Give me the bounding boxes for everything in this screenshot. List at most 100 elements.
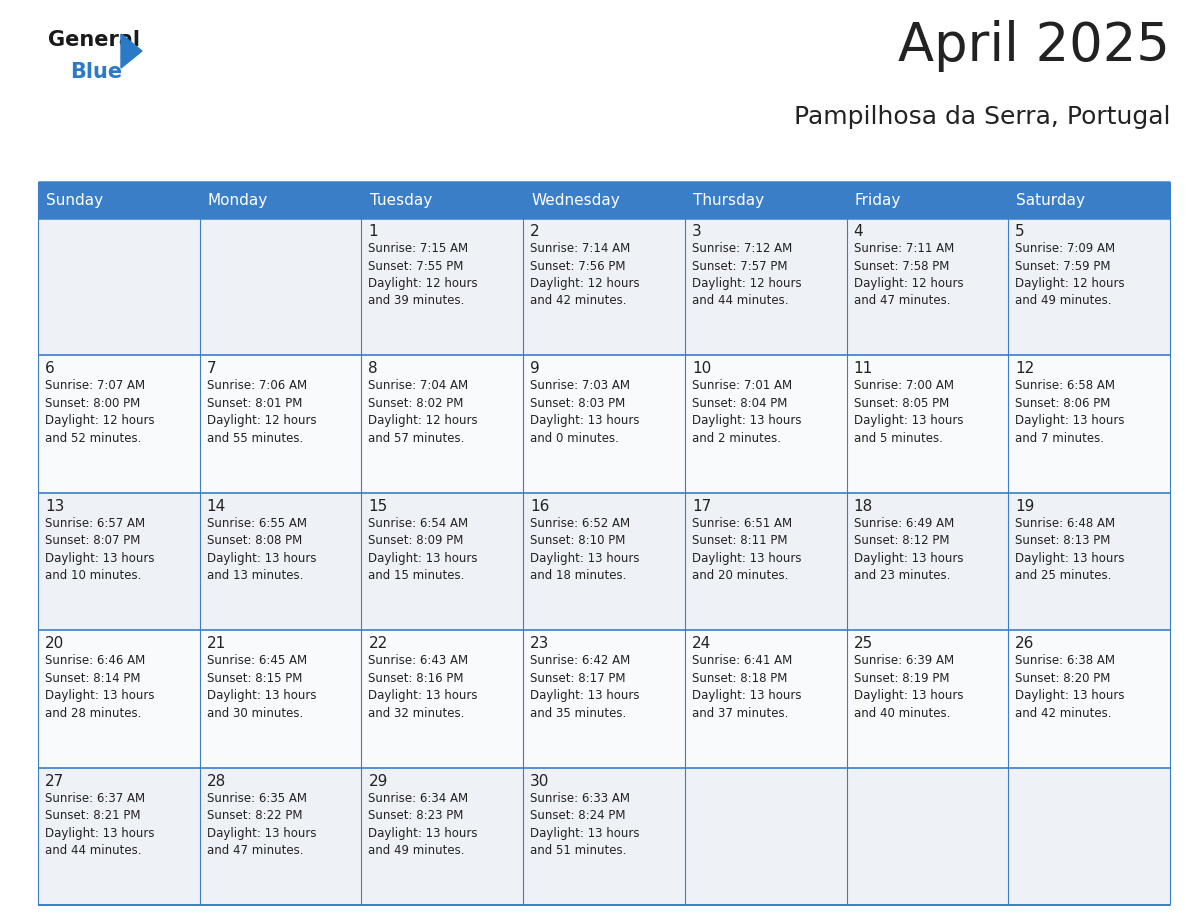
Text: Daylight: 13 hours: Daylight: 13 hours — [1016, 552, 1125, 565]
Text: Daylight: 13 hours: Daylight: 13 hours — [368, 826, 478, 840]
Text: Sunset: 8:13 PM: Sunset: 8:13 PM — [1016, 534, 1111, 547]
Text: 2: 2 — [530, 224, 539, 239]
Text: Sunrise: 7:07 AM: Sunrise: 7:07 AM — [45, 379, 145, 392]
Text: Sunset: 8:16 PM: Sunset: 8:16 PM — [368, 672, 465, 685]
Bar — [361, 630, 523, 767]
Text: and 42 minutes.: and 42 minutes. — [1016, 707, 1112, 720]
Text: 14: 14 — [207, 498, 226, 514]
Bar — [684, 355, 847, 493]
Text: Daylight: 13 hours: Daylight: 13 hours — [691, 689, 802, 702]
Text: and 49 minutes.: and 49 minutes. — [368, 844, 465, 857]
Text: Tuesday: Tuesday — [369, 193, 431, 207]
Text: Sunset: 8:12 PM: Sunset: 8:12 PM — [853, 534, 949, 547]
Text: Daylight: 13 hours: Daylight: 13 hours — [45, 552, 154, 565]
Text: Sunset: 8:21 PM: Sunset: 8:21 PM — [45, 809, 140, 823]
Text: Sunrise: 6:39 AM: Sunrise: 6:39 AM — [853, 655, 954, 667]
Text: 20: 20 — [45, 636, 64, 651]
Text: Sunset: 8:08 PM: Sunset: 8:08 PM — [207, 534, 302, 547]
Text: Daylight: 12 hours: Daylight: 12 hours — [691, 277, 802, 290]
Text: and 25 minutes.: and 25 minutes. — [1016, 569, 1112, 582]
Text: Sunrise: 6:48 AM: Sunrise: 6:48 AM — [1016, 517, 1116, 530]
Text: and 23 minutes.: and 23 minutes. — [853, 569, 950, 582]
Text: April 2025: April 2025 — [898, 20, 1170, 72]
Bar — [1009, 767, 1170, 905]
Text: Sunrise: 6:46 AM: Sunrise: 6:46 AM — [45, 655, 145, 667]
Text: Sunset: 8:02 PM: Sunset: 8:02 PM — [368, 397, 463, 410]
Text: Daylight: 12 hours: Daylight: 12 hours — [530, 277, 640, 290]
Bar — [38, 767, 200, 905]
Text: Sunrise: 6:45 AM: Sunrise: 6:45 AM — [207, 655, 307, 667]
Text: and 47 minutes.: and 47 minutes. — [207, 844, 303, 857]
Bar — [38, 493, 200, 630]
Bar — [38, 630, 200, 767]
Text: Thursday: Thursday — [693, 193, 764, 207]
Text: 15: 15 — [368, 498, 387, 514]
Bar — [684, 767, 847, 905]
Bar — [38, 182, 200, 218]
Bar — [523, 630, 684, 767]
Text: and 37 minutes.: and 37 minutes. — [691, 707, 788, 720]
Text: Daylight: 13 hours: Daylight: 13 hours — [853, 552, 963, 565]
Text: 22: 22 — [368, 636, 387, 651]
Text: Sunrise: 6:42 AM: Sunrise: 6:42 AM — [530, 655, 631, 667]
Text: and 49 minutes.: and 49 minutes. — [1016, 295, 1112, 308]
Text: Sunrise: 7:06 AM: Sunrise: 7:06 AM — [207, 379, 307, 392]
Text: Sunrise: 6:52 AM: Sunrise: 6:52 AM — [530, 517, 631, 530]
Text: and 47 minutes.: and 47 minutes. — [853, 295, 950, 308]
Text: Sunrise: 7:00 AM: Sunrise: 7:00 AM — [853, 379, 954, 392]
Text: and 20 minutes.: and 20 minutes. — [691, 569, 788, 582]
Text: Sunrise: 6:49 AM: Sunrise: 6:49 AM — [853, 517, 954, 530]
Bar — [361, 355, 523, 493]
Text: 6: 6 — [45, 362, 55, 376]
Text: 30: 30 — [530, 774, 550, 789]
Text: Sunset: 8:09 PM: Sunset: 8:09 PM — [368, 534, 463, 547]
Text: Sunrise: 6:34 AM: Sunrise: 6:34 AM — [368, 791, 468, 804]
Text: 19: 19 — [1016, 498, 1035, 514]
Bar — [38, 355, 200, 493]
Text: Daylight: 13 hours: Daylight: 13 hours — [530, 414, 639, 428]
Text: 26: 26 — [1016, 636, 1035, 651]
Text: Daylight: 13 hours: Daylight: 13 hours — [691, 414, 802, 428]
Bar — [361, 493, 523, 630]
Bar — [684, 630, 847, 767]
Text: 10: 10 — [691, 362, 712, 376]
Text: Sunrise: 6:38 AM: Sunrise: 6:38 AM — [1016, 655, 1116, 667]
Text: Blue: Blue — [70, 62, 122, 82]
Bar — [200, 493, 361, 630]
Text: Sunrise: 7:04 AM: Sunrise: 7:04 AM — [368, 379, 468, 392]
Text: and 51 minutes.: and 51 minutes. — [530, 844, 626, 857]
Text: Sunset: 8:20 PM: Sunset: 8:20 PM — [1016, 672, 1111, 685]
Text: Daylight: 13 hours: Daylight: 13 hours — [45, 689, 154, 702]
Bar — [361, 218, 523, 355]
Text: Daylight: 13 hours: Daylight: 13 hours — [530, 826, 639, 840]
Text: Sunset: 8:18 PM: Sunset: 8:18 PM — [691, 672, 788, 685]
Bar — [847, 182, 1009, 218]
Text: and 13 minutes.: and 13 minutes. — [207, 569, 303, 582]
Text: Sunset: 8:14 PM: Sunset: 8:14 PM — [45, 672, 140, 685]
Bar — [523, 218, 684, 355]
Text: Daylight: 12 hours: Daylight: 12 hours — [368, 414, 478, 428]
Bar — [200, 355, 361, 493]
Text: Daylight: 13 hours: Daylight: 13 hours — [368, 689, 478, 702]
Text: and 28 minutes.: and 28 minutes. — [45, 707, 141, 720]
Text: and 55 minutes.: and 55 minutes. — [207, 431, 303, 445]
Text: 27: 27 — [45, 774, 64, 789]
Bar — [200, 767, 361, 905]
Text: and 57 minutes.: and 57 minutes. — [368, 431, 465, 445]
Text: Sunrise: 6:57 AM: Sunrise: 6:57 AM — [45, 517, 145, 530]
Bar — [1009, 218, 1170, 355]
Text: 11: 11 — [853, 362, 873, 376]
Text: Daylight: 13 hours: Daylight: 13 hours — [207, 552, 316, 565]
Bar — [847, 493, 1009, 630]
Text: and 52 minutes.: and 52 minutes. — [45, 431, 141, 445]
Text: and 44 minutes.: and 44 minutes. — [45, 844, 141, 857]
Text: Monday: Monday — [208, 193, 268, 207]
Text: 24: 24 — [691, 636, 712, 651]
Text: Pampilhosa da Serra, Portugal: Pampilhosa da Serra, Portugal — [794, 105, 1170, 129]
Text: and 7 minutes.: and 7 minutes. — [1016, 431, 1105, 445]
Text: Daylight: 13 hours: Daylight: 13 hours — [45, 826, 154, 840]
Text: and 10 minutes.: and 10 minutes. — [45, 569, 141, 582]
Text: and 5 minutes.: and 5 minutes. — [853, 431, 942, 445]
Text: Sunset: 8:11 PM: Sunset: 8:11 PM — [691, 534, 788, 547]
Bar — [847, 767, 1009, 905]
